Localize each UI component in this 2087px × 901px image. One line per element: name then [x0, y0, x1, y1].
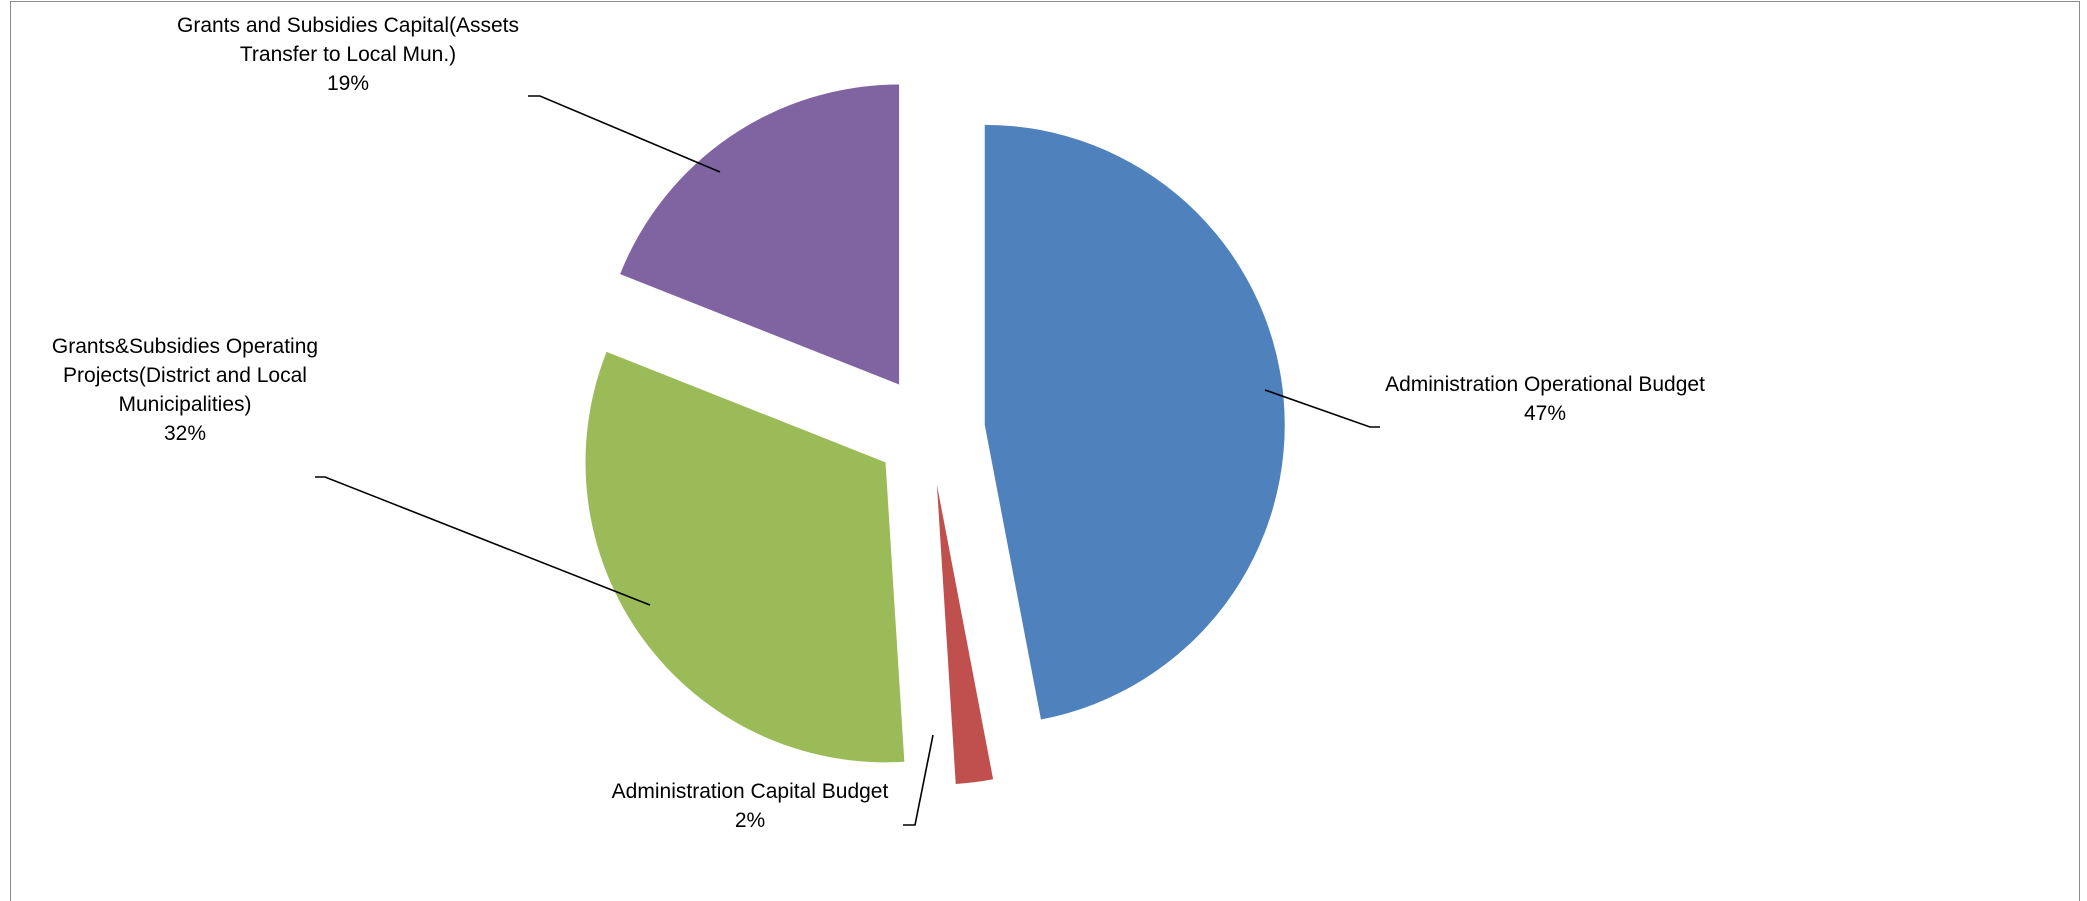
slice-percent-label: 47%	[1524, 402, 1566, 425]
slice-category-label: Transfer to Local Mun.)	[240, 43, 456, 66]
slice-percent-label: 19%	[327, 72, 369, 95]
pie-chart: Administration Operational Budget 47%Admi…	[0, 0, 2087, 867]
slice-category-label: Grants and Subsidies Capital(Assets	[177, 14, 519, 37]
slice-category-label: Administration Capital Budget	[612, 780, 889, 803]
slice-category-label: Projects(District and Local	[63, 364, 307, 387]
leader-line-2	[903, 735, 933, 825]
slice-category-label: Administration Operational Budget	[1385, 373, 1705, 396]
slice-label-4: Grants and Subsidies Capital(Assets Trans…	[177, 14, 519, 95]
slice-category-label: Grants&Subsidies Operating	[52, 335, 318, 358]
slice-percent-label: 2%	[735, 809, 765, 832]
slice-label-2: Administration Capital Budget 2%	[612, 780, 889, 832]
slice-label-1: Administration Operational Budget 47%	[1385, 373, 1705, 425]
pie-slice-4	[620, 85, 899, 385]
slice-category-label: Municipalities)	[118, 393, 251, 416]
slice-label-3: Grants&Subsidies Operating Projects(Distr…	[52, 335, 318, 445]
pie-slice-1	[985, 125, 1285, 720]
pie-slice-2	[937, 485, 993, 784]
slice-percent-label: 32%	[164, 422, 206, 445]
leader-line-4	[528, 96, 720, 172]
pie-slice-3	[586, 352, 905, 762]
